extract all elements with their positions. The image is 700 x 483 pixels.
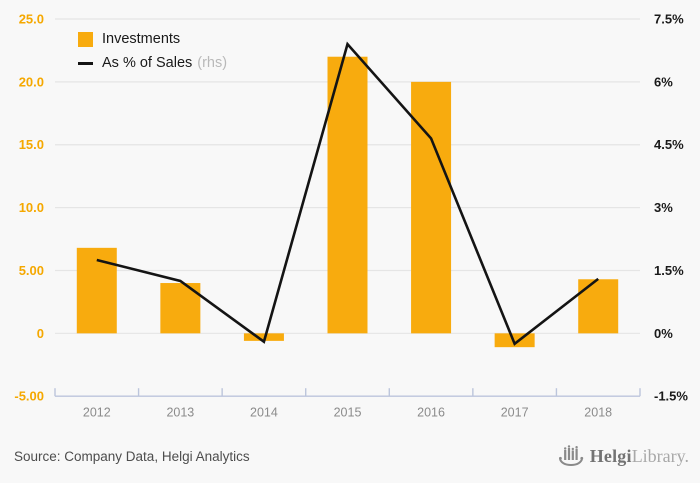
left-axis-tick-label: 0 bbox=[37, 326, 44, 341]
legend-line-suffix: (rhs) bbox=[197, 55, 228, 71]
year-label-2017: 2017 bbox=[501, 406, 529, 420]
left-axis-tick-label: 15.0 bbox=[19, 137, 44, 152]
investments-swatch-icon bbox=[78, 31, 93, 47]
helgi-ship-icon bbox=[558, 445, 583, 467]
year-label-2012: 2012 bbox=[83, 406, 111, 420]
logo-text-helgi: Helgi bbox=[589, 445, 632, 466]
year-label-2014: 2014 bbox=[250, 406, 278, 420]
investments-bar-2015 bbox=[327, 56, 368, 334]
helgi-library-logo: Helgi Library. bbox=[558, 443, 689, 469]
right-axis-tick-label: 0% bbox=[654, 326, 673, 341]
investments-bar-2018 bbox=[578, 279, 619, 334]
right-axis-tick-label: 3% bbox=[654, 200, 673, 215]
year-label-2016: 2016 bbox=[417, 406, 445, 420]
source-text: Source: Company Data, Helgi Analytics bbox=[14, 449, 250, 464]
line-swatch-icon bbox=[78, 61, 93, 65]
investments-chart: 25.0 20.0 15.0 10.0 5.00 0 -5.00 7.5% 6% 4.5% 3% 1.… bbox=[14, 12, 688, 420]
left-axis-tick-label: 20.0 bbox=[19, 74, 44, 89]
right-axis-tick-label: 1.5% bbox=[654, 263, 684, 278]
logo-text-library: Library. bbox=[631, 445, 689, 466]
year-label-2015: 2015 bbox=[334, 406, 362, 420]
investments-bar-2016 bbox=[411, 81, 452, 334]
year-label-2013: 2013 bbox=[166, 406, 194, 420]
left-axis-tick-label: 25.0 bbox=[19, 12, 44, 27]
year-label-2018: 2018 bbox=[584, 406, 612, 420]
legend-item-sales-line: As % of Sales (rhs) bbox=[78, 51, 227, 75]
legend-line-label: As % of Sales bbox=[102, 55, 193, 71]
sales-percentage-line bbox=[96, 41, 600, 346]
legend: Investments As % of Sales (rhs) bbox=[78, 27, 227, 75]
right-axis-tick-label: -1.5% bbox=[654, 389, 688, 404]
right-axis-tick-label: 4.5% bbox=[654, 137, 684, 152]
left-axis-tick-label: -5.00 bbox=[14, 389, 44, 404]
left-axis-tick-label: 10.0 bbox=[19, 200, 44, 215]
left-axis-tick-label: 5.00 bbox=[19, 263, 44, 278]
right-axis-tick-label: 7.5% bbox=[654, 12, 684, 27]
legend-investments-label: Investments bbox=[102, 31, 181, 47]
legend-item-investments: Investments bbox=[78, 27, 227, 51]
right-axis-tick-label: 6% bbox=[654, 74, 673, 89]
